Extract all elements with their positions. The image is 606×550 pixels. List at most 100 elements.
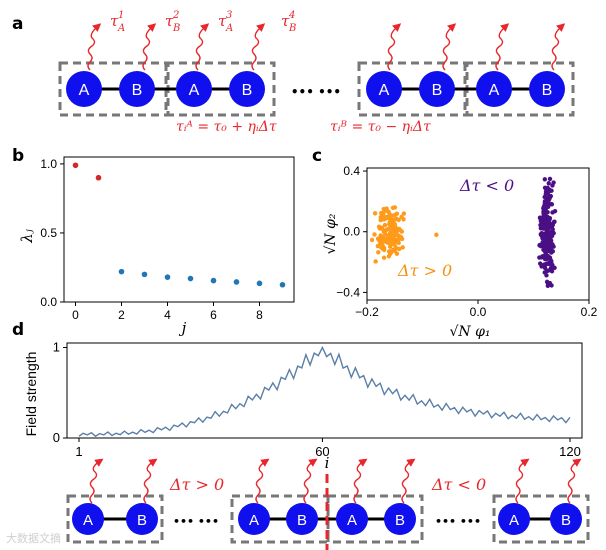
y-tick-label: 1.0 bbox=[40, 157, 57, 171]
projection-point bbox=[551, 230, 556, 236]
site-index-label: i bbox=[325, 454, 330, 472]
atom-A bbox=[66, 71, 102, 107]
equation-tau-B: τᵢᴮ = τ₀ − ηᵢΔτ bbox=[330, 119, 431, 135]
eigenvalue-point bbox=[141, 271, 148, 278]
projection-point bbox=[381, 210, 386, 216]
projection-point bbox=[392, 222, 397, 227]
projection-point bbox=[383, 231, 388, 237]
y-axis-label: Field strength bbox=[23, 352, 39, 437]
atom-label: B bbox=[432, 82, 443, 99]
projection-point bbox=[542, 177, 548, 182]
projection-point bbox=[547, 237, 553, 242]
svg-text:τ: τ bbox=[110, 12, 119, 30]
emission-wave bbox=[195, 23, 210, 71]
atom-B bbox=[419, 71, 455, 107]
projection-point bbox=[377, 242, 382, 247]
svg-text:1: 1 bbox=[118, 10, 124, 21]
projection-point bbox=[545, 185, 550, 190]
atom-A bbox=[72, 503, 104, 535]
eigenvalue-point bbox=[279, 281, 286, 288]
emission-wave bbox=[142, 23, 157, 71]
x-tick-label: 0.0 bbox=[470, 305, 487, 319]
ellipsis: ••• ••• bbox=[435, 515, 481, 528]
x-tick-label: 4 bbox=[164, 308, 171, 322]
projection-point bbox=[548, 193, 554, 199]
projection-point bbox=[381, 255, 387, 260]
plot-frame bbox=[63, 156, 295, 303]
projection-point bbox=[544, 237, 550, 243]
atom-label: A bbox=[379, 82, 390, 99]
projection-point bbox=[389, 213, 395, 218]
watermark: 大数据文摘 bbox=[6, 532, 61, 545]
field-strength-line bbox=[78, 345, 571, 438]
y-tick-label: 0.0 bbox=[40, 295, 57, 309]
atom-label: A bbox=[347, 512, 357, 529]
projection-point bbox=[388, 242, 393, 247]
atom-label: B bbox=[132, 82, 143, 99]
atom-B bbox=[119, 71, 155, 107]
projection-point bbox=[372, 211, 378, 216]
projection-point bbox=[550, 265, 555, 270]
projection-point bbox=[549, 269, 555, 274]
projection-point bbox=[396, 217, 401, 223]
atom-label: A bbox=[79, 82, 90, 99]
projection-point bbox=[541, 209, 546, 214]
svg-text:4: 4 bbox=[288, 10, 295, 21]
atom-A bbox=[366, 71, 402, 107]
emission-wave bbox=[143, 458, 158, 504]
projection-point bbox=[392, 205, 398, 210]
svg-text:τ: τ bbox=[218, 12, 227, 30]
projection-point bbox=[395, 238, 401, 244]
equation-tau-A: τᵢᴬ = τ₀ + ηᵢΔτ bbox=[176, 119, 277, 135]
projection-point bbox=[545, 282, 551, 287]
y-tick-label: 0.0 bbox=[343, 225, 360, 239]
eigenvalue-point bbox=[233, 279, 240, 285]
emission-wave bbox=[515, 458, 530, 504]
x-axis-label: j bbox=[179, 319, 187, 337]
emission-wave bbox=[495, 23, 510, 71]
projection-point bbox=[393, 245, 398, 250]
projection-point bbox=[399, 229, 405, 234]
atom-label: A bbox=[83, 512, 93, 529]
projection-point bbox=[543, 243, 548, 249]
projection-point bbox=[377, 226, 382, 231]
projection-point bbox=[394, 251, 400, 256]
atom-label: B bbox=[242, 82, 253, 99]
atom-label: B bbox=[395, 512, 405, 529]
svg-text:B: B bbox=[172, 23, 180, 34]
projection-point bbox=[378, 235, 383, 240]
projection-point bbox=[400, 245, 405, 250]
svg-text:A: A bbox=[117, 23, 125, 34]
eigenvalue-point bbox=[210, 277, 217, 284]
x-tick-label: 6 bbox=[210, 308, 217, 322]
projection-point bbox=[543, 225, 548, 230]
projection-point bbox=[542, 270, 547, 275]
panel-c: −0.2 0.0 0.2−0.40.00.4 √N φ₁ √N φ₂ Δτ < 0 … bbox=[323, 164, 598, 340]
y-tick-label: 1 bbox=[53, 340, 60, 355]
svg-text:τ: τ bbox=[281, 12, 290, 30]
eigenvalue-point bbox=[95, 174, 102, 181]
atom-label: B bbox=[297, 512, 307, 529]
atom-A bbox=[498, 503, 530, 535]
x-tick-label: 120 bbox=[559, 444, 581, 459]
atom-A bbox=[238, 503, 270, 535]
atom-B bbox=[550, 503, 582, 535]
annotation-positive: Δτ > 0 bbox=[397, 261, 452, 280]
projection-point bbox=[538, 232, 543, 237]
projection-point bbox=[392, 233, 397, 239]
svg-text:A: A bbox=[225, 23, 233, 34]
svg-text:3: 3 bbox=[226, 10, 232, 21]
emission-wave bbox=[87, 23, 102, 71]
atom-label: A bbox=[249, 512, 259, 529]
projection-point bbox=[538, 222, 543, 228]
emission-wave bbox=[303, 458, 318, 504]
atom-B bbox=[384, 503, 416, 535]
projection-point bbox=[549, 258, 554, 264]
projection-point bbox=[387, 226, 392, 231]
unit-cell-box bbox=[492, 494, 590, 544]
plot-frame bbox=[66, 342, 583, 439]
projection-point bbox=[381, 247, 387, 253]
projection-point bbox=[546, 243, 552, 248]
atom-A bbox=[176, 71, 212, 107]
